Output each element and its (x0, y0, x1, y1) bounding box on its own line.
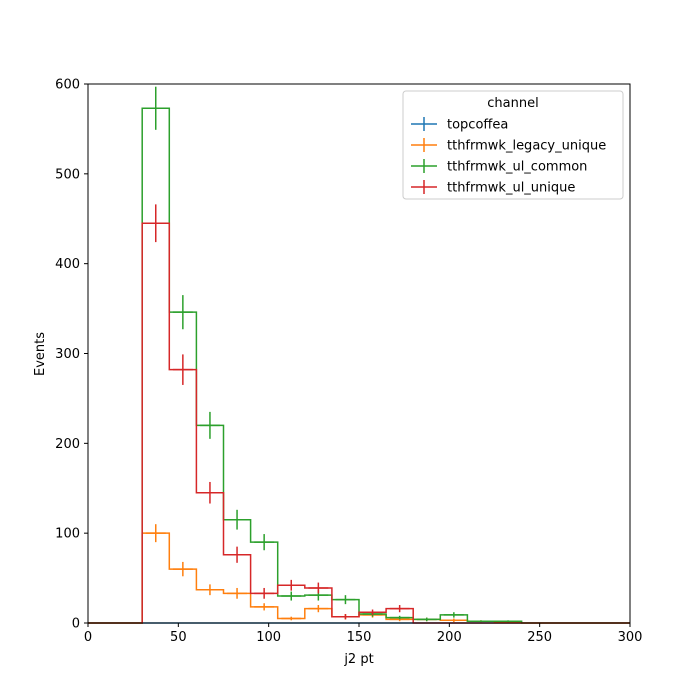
y-tick-label: 400 (55, 257, 80, 272)
error-bar (145, 524, 166, 543)
error-bar (308, 582, 329, 594)
legend-entry: tthfrmwk_legacy_unique (411, 138, 606, 154)
error-bar (443, 618, 464, 623)
error-bar (200, 481, 220, 504)
error-bar (227, 587, 247, 599)
legend-label: tthfrmwk_ul_unique (447, 181, 575, 196)
error-bar (227, 509, 247, 530)
error-bar (200, 411, 220, 439)
y-tick-label: 200 (55, 437, 80, 452)
legend-box (402, 90, 624, 200)
error-bar (227, 546, 247, 563)
legend-entries: topcoffea tthfrmwk_legacy_unique tthfrmwk_… (411, 117, 606, 196)
legend-title: channel (487, 96, 538, 111)
error-bar (362, 609, 383, 615)
error-bar (335, 614, 356, 620)
y-tick-label: 100 (55, 527, 80, 542)
error-bar (281, 616, 302, 621)
error-bar (172, 295, 193, 330)
error-bar (172, 354, 193, 385)
x-tick-label: 150 (347, 630, 372, 645)
error-bar (498, 620, 518, 623)
x-axis-label: j2 pt (343, 652, 373, 667)
x-tick-label: 300 (618, 630, 643, 645)
error-bar (254, 534, 275, 551)
error-bar (471, 620, 491, 623)
y-tick-label: 600 (55, 78, 80, 93)
error-bar (254, 603, 275, 611)
error-bar (172, 561, 193, 577)
error-bar (335, 595, 356, 605)
error-bar (308, 605, 329, 613)
x-tick-label: 0 (84, 630, 92, 645)
x-tick-label: 200 (437, 630, 462, 645)
legend-entry: tthfrmwk_ul_unique (411, 180, 575, 196)
error-bar (389, 615, 410, 620)
axis-ticks: 0 50 100 150 200 250 300 0 100 200 300 400 500 600 (55, 78, 642, 646)
error-bar (389, 605, 410, 613)
legend-label: tthfrmwk_ul_common (447, 160, 587, 175)
x-tick-label: 250 (527, 630, 552, 645)
y-axis-label: Events (33, 332, 48, 376)
error-bar (254, 587, 275, 599)
legend-label: topcoffea (447, 118, 508, 133)
legend-label: tthfrmwk_legacy_unique (447, 139, 606, 154)
error-bar (145, 204, 166, 243)
error-bar (281, 591, 302, 601)
error-bar (281, 579, 302, 591)
y-tick-label: 0 (72, 617, 80, 632)
y-tick-label: 500 (55, 167, 80, 182)
x-tick-label: 50 (170, 630, 187, 645)
legend-entry: tthfrmwk_ul_common (411, 159, 587, 175)
legend: channel topcoffeatthfrmwk_legacy_uniquet… (402, 90, 624, 200)
error-bar (416, 617, 437, 622)
x-tick-label: 100 (256, 630, 281, 645)
error-bar (443, 612, 464, 618)
y-tick-label: 300 (55, 347, 80, 362)
legend-entry: topcoffea (411, 117, 508, 133)
error-bar (145, 86, 166, 130)
error-bar (200, 584, 220, 596)
